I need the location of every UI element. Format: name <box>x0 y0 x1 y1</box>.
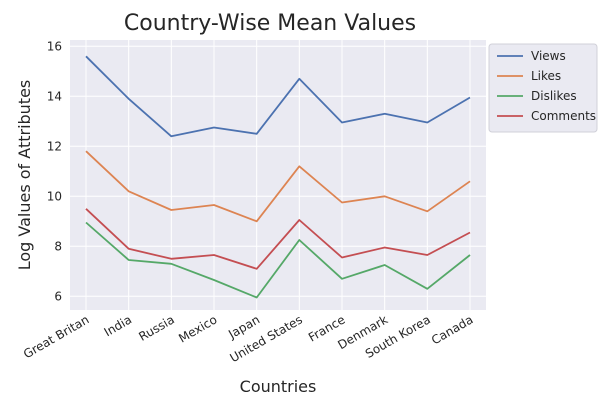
y-tick-label: 6 <box>54 289 62 303</box>
dislikes-series-line <box>85 221 471 299</box>
views-series-line <box>85 55 471 138</box>
x-tick-labels: Great Britan India Russia Mexico JapanUnited… <box>21 312 476 365</box>
x-tick-label: India <box>102 312 135 339</box>
x-tick-label: Great Britan <box>21 312 92 361</box>
x-tick-label: United States <box>227 312 304 365</box>
y-tick-label: 10 <box>47 189 62 203</box>
plot-background <box>70 40 486 310</box>
y-tick-label: 12 <box>47 139 62 153</box>
comments-legend-label: Comments <box>531 109 596 123</box>
x-axis-label: Countries <box>240 377 317 396</box>
y-tick-label: 16 <box>47 39 62 53</box>
y-tick-label: 14 <box>47 89 62 103</box>
y-tick-label: 8 <box>54 239 62 253</box>
series-layer <box>85 55 471 299</box>
legend: Views Likes Dislikes Comments <box>488 43 598 133</box>
comments-series-line <box>85 208 471 270</box>
x-tick-label: Canada <box>429 312 476 347</box>
x-tick-label: Mexico <box>176 312 219 345</box>
dislikes-legend-label: Dislikes <box>531 89 577 103</box>
y-tick-labels: 6 8 10 12 14 16 <box>47 39 62 303</box>
y-axis-label: Log Values of Attributes <box>15 80 34 271</box>
chart-title: Country-Wise Mean Values <box>124 11 416 36</box>
legend-box <box>488 43 598 133</box>
views-legend-label: Views <box>531 49 566 63</box>
x-tick-label: Russia <box>136 312 176 343</box>
likes-legend-label: Likes <box>531 69 561 83</box>
likes-series-line <box>85 150 471 223</box>
